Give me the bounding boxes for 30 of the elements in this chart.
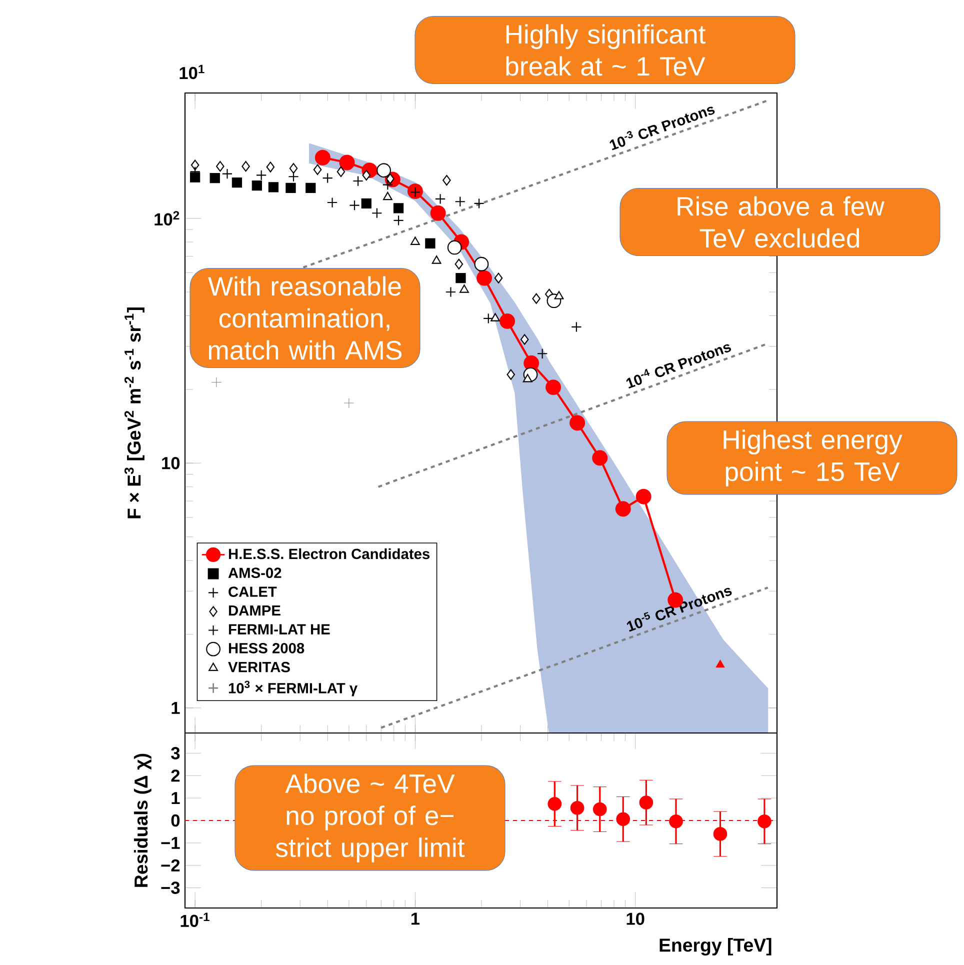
x-tick-label: 10$^{-1}$ xyxy=(180,912,210,928)
y-axis-title: Residuals (Δ χ) xyxy=(134,754,152,887)
y-tick-label: 3 xyxy=(171,747,180,760)
legend-label: FERMI-LAT HE xyxy=(228,624,330,634)
legend-label: HESS 2008 xyxy=(228,642,304,654)
legend-label: 10$^{3}$ × FERMI-LAT γ xyxy=(228,680,358,696)
annotation: Above ~ 4TeV no proof of e− strict upper limit xyxy=(276,774,465,862)
legend-label: CALET xyxy=(228,586,277,597)
y-tick-label: 10$^{2}$ xyxy=(154,211,180,226)
annotation: With reasonable contamination, match with AMS xyxy=(208,276,402,360)
x-tick-label: 1 xyxy=(411,912,420,925)
text: 10$^{1}$ xyxy=(180,64,204,80)
annotation: Highest energy point ~ 15 TeV xyxy=(724,430,902,486)
y-tick-label: 1 xyxy=(172,702,180,714)
y-tick-label: 10 xyxy=(162,456,180,470)
legend-label: VERITAS xyxy=(228,662,290,672)
y-tick-label: −3 xyxy=(161,882,180,894)
annotation: Rise above a few TeV excluded xyxy=(678,196,884,248)
y-tick-label: 0 xyxy=(171,814,180,827)
text: F × E$^{3}$ [GeV$^{2}$ m$^{-2}$ s$^{-1}$ sr$^{-1}$] xyxy=(124,308,144,518)
x-axis-title: Energy [TeV] xyxy=(660,938,772,956)
y-tick-label: 1 xyxy=(172,792,180,804)
legend-label: AMS-02 xyxy=(228,568,282,578)
y-tick-label: 2 xyxy=(171,770,180,782)
legend-label: H.E.S.S. Electron Candidates xyxy=(228,548,430,560)
y-tick-label: −1 xyxy=(161,836,180,849)
legend-label: DAMPE xyxy=(228,605,280,616)
y-tick-label: −2 xyxy=(161,859,180,872)
text: Highly significant break at ~ 1 TeV xyxy=(506,24,706,76)
x-tick-label: 10 xyxy=(626,912,644,925)
